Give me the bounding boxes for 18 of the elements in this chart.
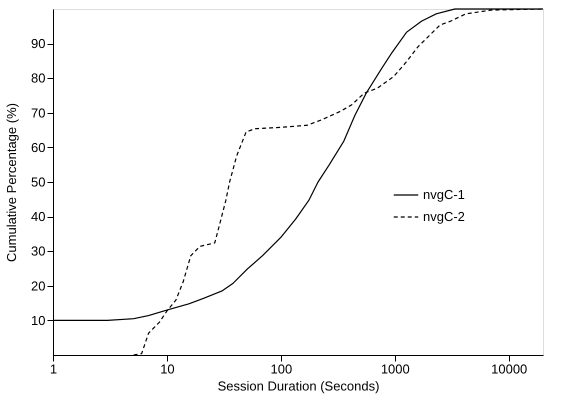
x-tick-label: 1000 (380, 362, 410, 376)
x-tick-label: 100 (270, 362, 292, 376)
y-axis-title: Cumulative Percentage (%) (4, 103, 20, 262)
y-tick-label: 70 (31, 105, 46, 120)
x-axis-title: Session Duration (Seconds) (218, 378, 380, 394)
x-tick-label: 1 (50, 362, 58, 376)
y-tick-label: 60 (31, 140, 46, 155)
y-tick-label: 30 (31, 244, 46, 259)
y-tick-label: 90 (31, 36, 46, 52)
legend-label: nvgC-1 (423, 187, 465, 202)
x-tick-label: 10 (160, 362, 175, 376)
y-tick-label: 40 (31, 209, 46, 224)
y-tick-label: 10 (31, 312, 46, 328)
y-tick-label: 20 (31, 278, 46, 294)
y-tick-label: 50 (31, 174, 46, 190)
x-tick-label: 10000 (491, 362, 528, 376)
y-tick-label: 80 (31, 70, 46, 86)
legend-label: nvgC-2 (423, 209, 465, 224)
